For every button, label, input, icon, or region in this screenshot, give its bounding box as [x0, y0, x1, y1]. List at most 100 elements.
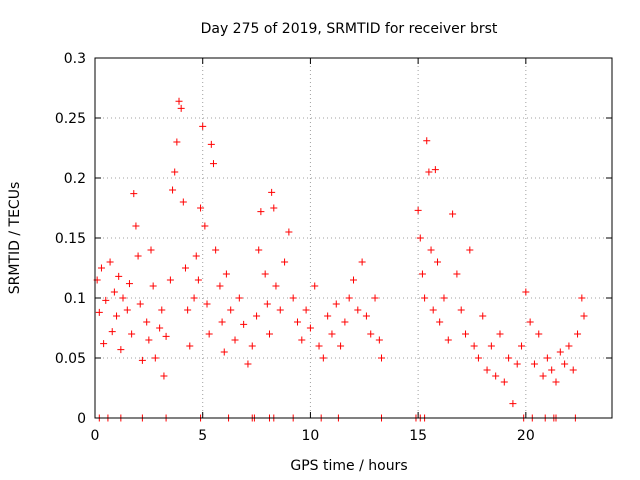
data-point: [156, 324, 164, 332]
data-point: [565, 342, 573, 350]
data-point: [138, 356, 146, 364]
data-point: [272, 282, 280, 290]
data-point: [358, 258, 366, 266]
data-point: [134, 252, 142, 260]
data-point: [462, 330, 470, 338]
data-point: [248, 342, 256, 350]
y-tick-label: 0.05: [55, 351, 86, 367]
data-point: [319, 354, 327, 362]
data-point: [147, 246, 155, 254]
data-point: [136, 300, 144, 308]
data-point: [235, 294, 243, 302]
data-point: [209, 160, 217, 168]
data-point: [293, 318, 301, 326]
data-point: [119, 294, 127, 302]
data-point: [421, 294, 429, 302]
data-point: [375, 336, 383, 344]
data-point: [423, 137, 431, 145]
data-point: [350, 276, 357, 284]
data-point: [539, 372, 547, 380]
data-point: [255, 246, 263, 254]
data-point: [311, 282, 319, 290]
data-point: [171, 168, 179, 176]
data-point: [449, 210, 457, 218]
data-point: [505, 354, 513, 362]
data-point: [179, 198, 187, 206]
data-point: [145, 336, 153, 344]
data-point: [341, 318, 349, 326]
data-point: [552, 378, 560, 386]
data-point: [192, 252, 200, 260]
data-point: [218, 318, 226, 326]
x-axis-label: GPS time / hours: [290, 458, 407, 474]
data-point: [158, 306, 166, 314]
data-point: [444, 336, 452, 344]
data-point: [207, 140, 215, 148]
data-point: [175, 97, 183, 105]
data-point: [227, 306, 235, 314]
data-point: [186, 342, 194, 350]
data-point: [418, 270, 426, 278]
data-point: [181, 264, 189, 272]
data-point: [487, 342, 495, 350]
data-point: [244, 360, 252, 368]
data-point: [222, 270, 230, 278]
data-point: [431, 166, 439, 174]
data-point: [203, 300, 211, 308]
data-point: [535, 330, 543, 338]
data-point: [548, 366, 556, 374]
data-point: [240, 320, 248, 328]
data-point: [199, 122, 207, 130]
data-point: [205, 330, 213, 338]
data-point: [574, 330, 582, 338]
data-point: [160, 372, 168, 380]
data-point: [115, 272, 123, 280]
data-point: [123, 306, 131, 314]
data-point: [263, 300, 271, 308]
data-point: [345, 294, 353, 302]
data-point: [95, 308, 103, 316]
data-point: [378, 354, 386, 362]
data-point: [530, 360, 538, 368]
data-point: [518, 342, 526, 350]
y-tick-label: 0.3: [64, 51, 86, 67]
data-point: [526, 318, 534, 326]
data-point: [315, 342, 323, 350]
data-point: [125, 280, 133, 288]
chart-title: Day 275 of 2019, SRMTID for receiver brs…: [201, 21, 498, 37]
data-point: [440, 294, 448, 302]
data-point: [580, 312, 588, 320]
data-point: [362, 312, 370, 320]
data-point: [500, 378, 508, 386]
data-point: [522, 288, 530, 296]
data-point: [162, 332, 170, 340]
data-point: [194, 276, 202, 284]
data-point: [166, 276, 174, 284]
y-tick-label: 0.15: [55, 231, 86, 247]
data-point: [470, 342, 478, 350]
data-point: [102, 296, 110, 304]
data-point: [257, 208, 265, 216]
data-point: [177, 104, 185, 112]
x-tick-label: 0: [91, 428, 100, 444]
y-tick-label: 0.2: [64, 171, 86, 187]
data-point: [276, 306, 284, 314]
data-point: [306, 324, 314, 332]
y-tick-label: 0: [77, 411, 86, 427]
axis-ticks: 0 0.05 0.1 0.15 0.2 0.25 0.3 0 5 10 15 20: [55, 51, 612, 444]
data-point: [117, 346, 125, 354]
data-point: [268, 188, 276, 196]
data-point: [569, 366, 577, 374]
data-point: [201, 222, 209, 230]
data-point: [130, 190, 138, 198]
y-axis-label: SRMTID / TECUs: [7, 182, 23, 295]
data-point: [436, 318, 444, 326]
data-point: [425, 168, 433, 176]
data-points: [93, 97, 588, 422]
y-tick-label: 0.25: [55, 111, 86, 127]
data-point: [337, 342, 345, 350]
data-point: [265, 330, 273, 338]
data-point: [513, 360, 521, 368]
data-point: [354, 306, 362, 314]
